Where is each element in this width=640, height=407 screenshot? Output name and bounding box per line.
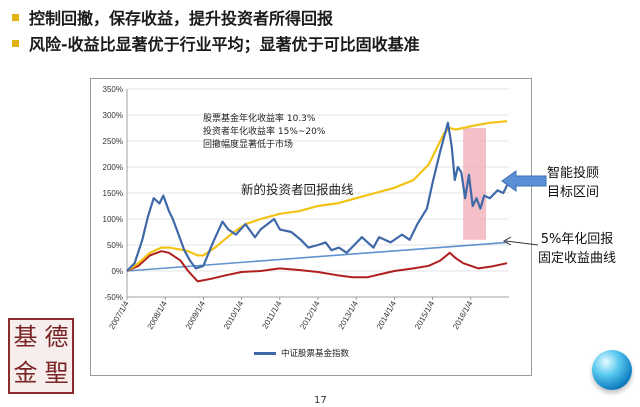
x-tick-label: 2008/1/4 [146, 299, 170, 331]
y-tick-label: 0% [111, 267, 123, 276]
annotation-block: 股票基金年化收益率 10.3% 投资者年化收益率 15%~20% 回撤幅度显著低… [203, 113, 325, 152]
bullet-item: 风险-收益比显著优于行业平均；显著优于可比固收基准 [12, 30, 420, 56]
stock-fund-return-note: 股票基金年化收益率 10.3% [203, 114, 316, 124]
globe-icon [592, 350, 632, 390]
line-chart: -50% 0% 50% 100% 150% 200% 250% 300% 350% 2007/1/… [103, 85, 509, 331]
x-tick-label: 2014/1/4 [375, 299, 399, 331]
x-tick-label: 2016/1/4 [451, 299, 475, 331]
x-tick-label: 2013/1/4 [337, 299, 361, 331]
bullet-square-icon [12, 13, 19, 21]
investor-return-note: 投资者年化收益率 15%~20% [203, 127, 326, 137]
bullet-text: 风险-收益比显著优于行业平均；显著优于可比固收基准 [29, 35, 420, 54]
bullet-text: 控制回撤，保存收益，提升投资者所得回报 [29, 9, 334, 28]
fixed-income-line1: 5%年化回报 [540, 232, 614, 247]
series-line [126, 250, 508, 283]
x-tick-label: 2007/1/4 [107, 299, 131, 331]
series-line [126, 241, 508, 272]
y-tick-label: -50% [104, 293, 123, 302]
x-tick-label: 2009/1/4 [184, 299, 208, 331]
seal-char: 聖 [44, 359, 69, 387]
fixed-income-line2: 固定收益曲线 [538, 251, 617, 266]
y-tick-label: 250% [103, 137, 123, 146]
bullet-square-icon [12, 39, 19, 47]
smart-advisor-line1: 智能投顾 [547, 166, 600, 181]
x-tick-label: 2012/1/4 [298, 299, 322, 331]
y-tick-label: 150% [103, 189, 123, 198]
fixed-income-label: 5%年化回报 固定收益曲线 [538, 230, 616, 268]
target-zone-band [463, 128, 487, 240]
legend-label: 中证股票基金指数 [281, 349, 350, 359]
x-tick-label: 2015/1/4 [413, 299, 437, 331]
bullet-list: 控制回撤，保存收益，提升投资者所得回报 风险-收益比显著优于行业平均；显著优于可… [12, 4, 420, 56]
x-tick-label: 2010/1/4 [222, 299, 246, 331]
seal-char: 德 [44, 323, 69, 351]
smart-advisor-line2: 目标区间 [547, 185, 600, 200]
investor-curve-label: 新的投资者回报曲线 [241, 182, 354, 197]
y-tick-label: 300% [103, 111, 123, 120]
series-line [126, 121, 509, 272]
page-number: 17 [314, 395, 327, 406]
seal-char: 基 [13, 323, 38, 351]
y-tick-label: 200% [103, 163, 123, 172]
logo-seal: 基 德 金 聖 [8, 318, 74, 394]
chart-legend: 中证股票基金指数 [254, 347, 349, 359]
bullet-item: 控制回撤，保存收益，提升投资者所得回报 [12, 4, 420, 30]
pointer-arrow-icon [502, 236, 539, 246]
legend-swatch [254, 351, 276, 355]
chart-frame: -50% 0% 50% 100% 150% 200% 250% 300% 350% 2007/1/… [90, 78, 532, 376]
y-tick-label: 50% [107, 241, 123, 250]
x-tick-label: 2011/1/4 [260, 299, 283, 330]
smart-advisor-target-label: 智能投顾 目标区间 [547, 164, 599, 202]
arrow-left-icon [501, 170, 547, 192]
seal-char: 金 [13, 359, 38, 387]
y-tick-label: 100% [103, 215, 123, 224]
y-tick-label: 350% [103, 85, 123, 94]
drawdown-note: 回撤幅度显著低于市场 [203, 140, 294, 150]
